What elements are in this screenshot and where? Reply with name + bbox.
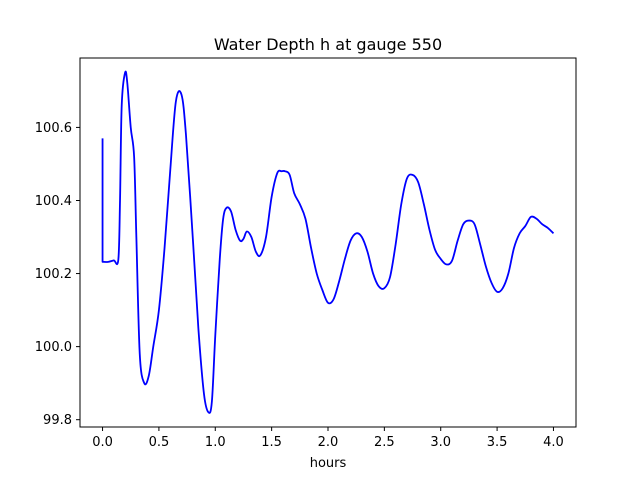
x-tick-label: 0.5 — [149, 435, 170, 450]
y-tick-label: 100.0 — [35, 340, 72, 355]
x-tick-label: 3.5 — [487, 435, 508, 450]
series-line-0 — [101, 70, 555, 414]
x-tick-label: 4.0 — [543, 435, 564, 450]
chart-title: Water Depth h at gauge 550 — [214, 35, 442, 54]
x-axis-label: hours — [310, 456, 347, 471]
y-tick-label: 100.6 — [35, 121, 72, 136]
x-tick-label: 0.0 — [92, 435, 113, 450]
y-tick-label: 100.4 — [35, 194, 72, 209]
y-tick-label: 100.2 — [35, 267, 72, 282]
x-tick-label: 3.0 — [430, 435, 451, 450]
x-tick-label: 1.0 — [205, 435, 226, 450]
x-axis: 0.0 0.5 1.0 1.5 2.0 2.5 3.0 3.5 4.0 — [92, 427, 564, 450]
x-tick-label: 2.0 — [318, 435, 339, 450]
x-tick-label: 2.5 — [374, 435, 395, 450]
x-tick-label: 1.5 — [261, 435, 282, 450]
y-axis: 99.8 100.0 100.2 100.4 100.6 — [35, 121, 80, 428]
y-tick-label: 99.8 — [43, 413, 72, 428]
series-layer — [101, 70, 555, 414]
